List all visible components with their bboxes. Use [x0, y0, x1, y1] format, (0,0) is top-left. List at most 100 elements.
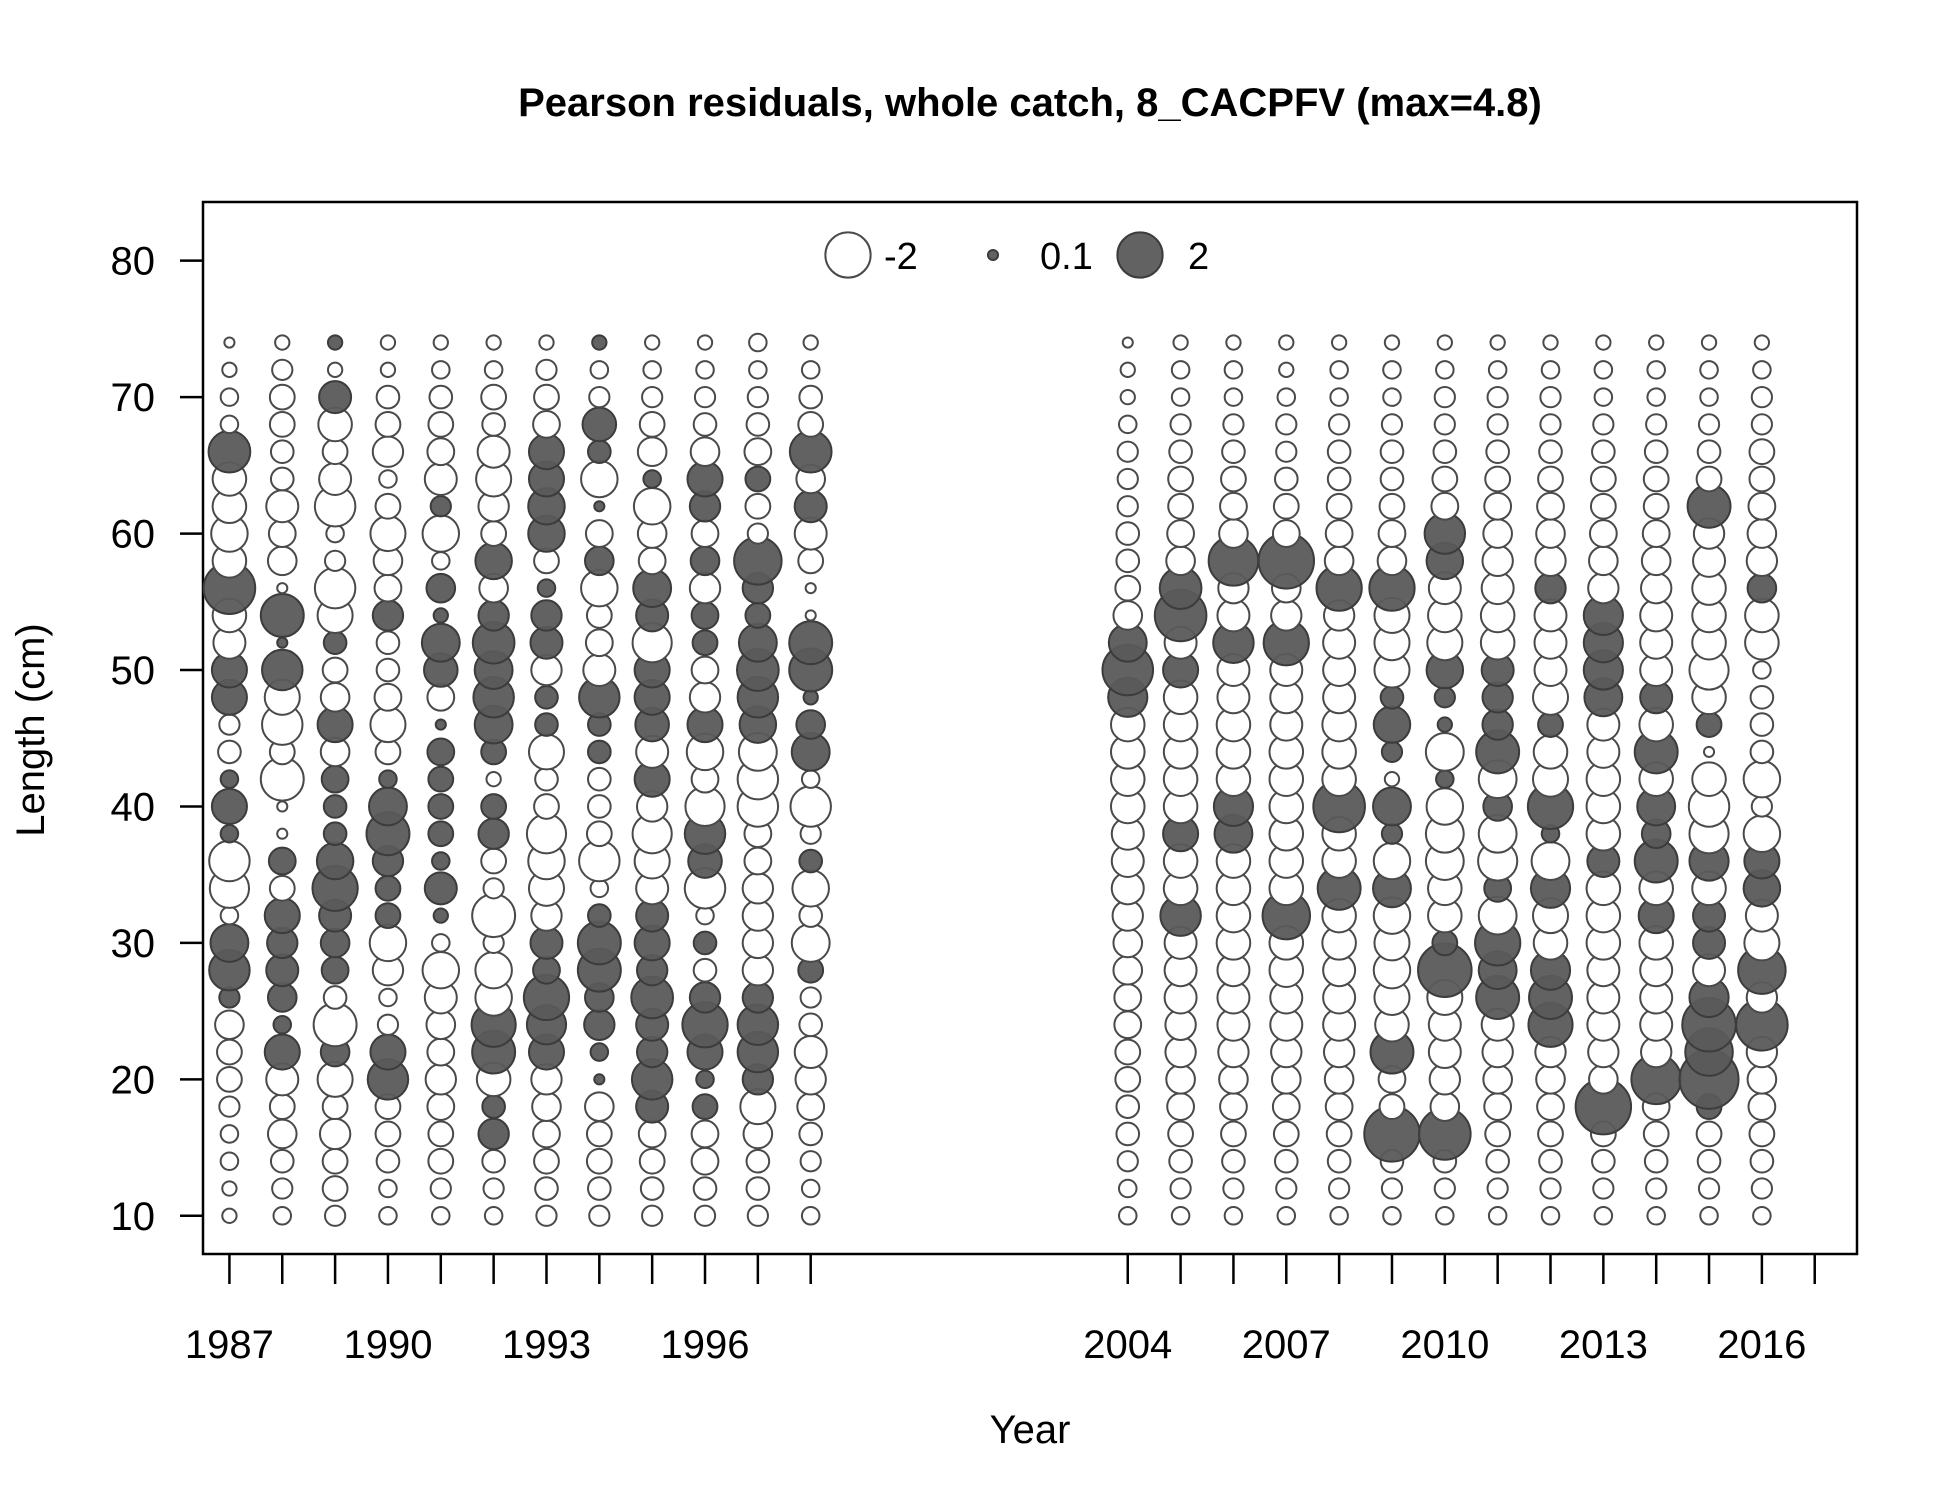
bubble-point	[798, 848, 824, 874]
x-tick-label: 1987	[185, 1323, 274, 1367]
bubble-point	[583, 1008, 616, 1041]
bubble-point	[800, 1206, 821, 1226]
bubble-point	[691, 1093, 719, 1121]
plot-frame	[201, 200, 1859, 1256]
bubble-point	[432, 907, 449, 924]
bubble-point	[1538, 1148, 1563, 1174]
bubble-point	[477, 1117, 510, 1151]
bubble-point	[1486, 413, 1509, 436]
bubble-point	[1323, 545, 1355, 577]
x-tick-label: 1990	[343, 1323, 432, 1367]
y-axis-title: Length (cm)	[9, 623, 53, 836]
bubble-point	[533, 1147, 560, 1175]
bubble-point	[1170, 1206, 1191, 1226]
bubble-point	[1115, 521, 1141, 546]
x-tick-label: 2007	[1242, 1323, 1331, 1367]
bubble-point	[268, 411, 296, 438]
bubble-point	[374, 492, 402, 520]
bubble-point	[320, 764, 350, 794]
bubble-point	[323, 549, 347, 572]
bubble-point	[219, 905, 240, 926]
bubble-point	[743, 846, 773, 876]
bubble-point	[797, 411, 825, 438]
bubble-point	[423, 871, 458, 906]
bubble-point	[1330, 334, 1348, 351]
bubble-point	[800, 1178, 821, 1199]
bubble-point	[793, 1035, 828, 1070]
bubble-point	[219, 1124, 240, 1144]
bubble-point	[1270, 1064, 1302, 1095]
bubble-point	[584, 1091, 615, 1122]
bubble-point	[1695, 1120, 1723, 1148]
bubble-point	[1702, 745, 1716, 758]
bubble-point	[379, 334, 397, 351]
bubble-point	[1536, 1092, 1565, 1122]
bubble-point	[1640, 571, 1673, 605]
bubble-point	[268, 1093, 296, 1121]
bubble-point	[1433, 385, 1456, 409]
bubble-point	[1278, 361, 1295, 378]
bubble-point	[426, 1037, 456, 1067]
bubble-point	[1485, 439, 1510, 465]
bubble-point	[1752, 1206, 1772, 1226]
bubble-point	[1275, 413, 1298, 436]
bubble-point	[588, 1204, 611, 1227]
bubble-point	[741, 899, 775, 932]
bubble-point	[1377, 519, 1407, 548]
bubble-point	[1436, 716, 1453, 733]
bubble-point	[223, 336, 236, 349]
bubble-point	[1424, 731, 1465, 772]
bubble-point	[1536, 491, 1565, 521]
bubble-point	[425, 1009, 457, 1041]
bubble-point	[535, 1204, 558, 1227]
bubble-point	[429, 1177, 452, 1200]
bubble-point	[427, 1147, 455, 1175]
bubble-point	[1323, 1064, 1355, 1095]
bubble-point	[1114, 574, 1142, 602]
bubble-point	[1537, 711, 1564, 738]
bubble-point	[534, 766, 559, 792]
bubble-point	[1328, 413, 1351, 436]
bubble-point	[1116, 467, 1139, 491]
bubble-point	[1591, 439, 1616, 465]
bubble-point	[371, 599, 405, 632]
bubble-point	[425, 572, 457, 604]
bubble-point	[589, 1042, 610, 1062]
bubble-point	[427, 765, 455, 793]
bubble-point	[798, 1121, 824, 1147]
bubble-point	[692, 930, 718, 956]
bubble-point	[1697, 413, 1721, 436]
bubble-point	[1487, 1206, 1508, 1226]
bubble-point	[319, 681, 351, 713]
bubble-point	[375, 384, 401, 410]
bubble-point	[471, 893, 517, 939]
bubble-point	[1646, 387, 1666, 407]
bubble-point	[1278, 334, 1295, 351]
bubble-point	[378, 987, 398, 1008]
bubble-point	[321, 1175, 349, 1202]
bubble-point	[1114, 1065, 1142, 1093]
bubble-point	[1745, 544, 1779, 578]
bubble-point	[480, 520, 508, 547]
bubble-point	[1372, 841, 1412, 881]
bubble-point	[1115, 1094, 1141, 1119]
bubble-point	[207, 429, 252, 474]
x-tick-label: 2016	[1717, 1323, 1806, 1367]
bubble-point	[480, 383, 508, 411]
bubble-point	[688, 571, 722, 605]
bubble-point	[793, 489, 828, 524]
bubble-point	[208, 839, 251, 883]
bubble-point	[267, 846, 297, 876]
bubble-point	[378, 769, 398, 789]
bubble-point	[1380, 740, 1404, 763]
bubble-point	[1646, 1206, 1666, 1226]
bubble-point	[219, 769, 240, 789]
bubble-point	[693, 1204, 717, 1227]
bubble-point	[1272, 492, 1300, 520]
x-tick-label: 2010	[1400, 1323, 1489, 1367]
bubble-point	[1750, 413, 1774, 436]
bubble-point	[259, 592, 305, 638]
bubble-point	[690, 1146, 720, 1176]
bubble-point	[587, 794, 612, 819]
